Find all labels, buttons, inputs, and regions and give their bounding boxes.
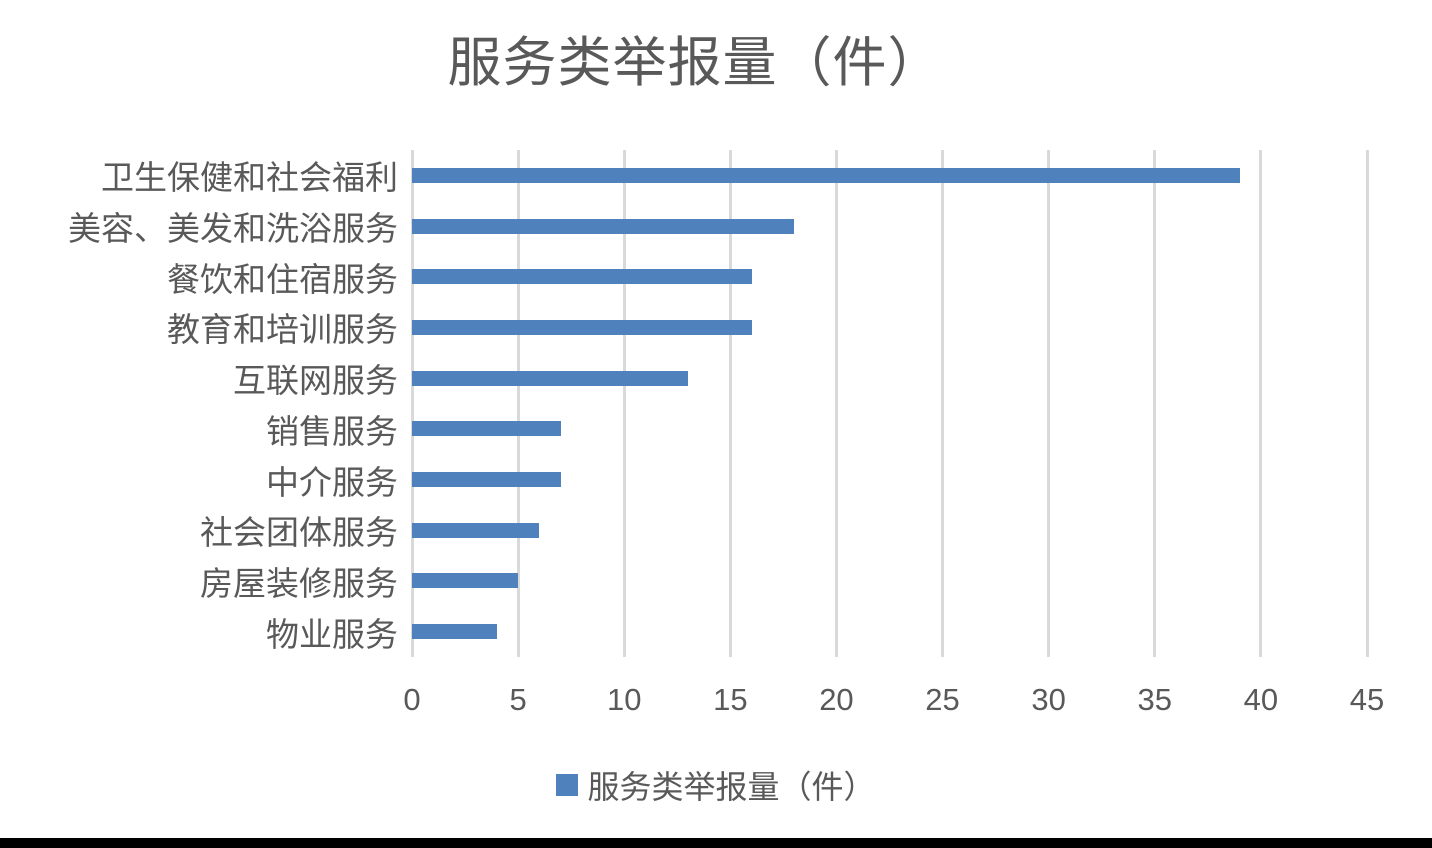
x-tick-label: 25 <box>925 682 960 717</box>
bar <box>412 167 1240 183</box>
bar <box>412 421 561 437</box>
category-axis: 卫生保健和社会福利美容、美发和洗浴服务餐饮和住宿服务 教育和培训服务互联网服务销售… <box>0 150 398 657</box>
gridline <box>1365 150 1369 657</box>
x-tick-label: 0 <box>403 682 421 717</box>
gridline <box>622 150 626 657</box>
x-tick-label: 20 <box>819 682 854 717</box>
category-label: 餐饮和住宿服务 <box>167 262 398 299</box>
bar <box>412 269 752 285</box>
bottom-border <box>0 838 1432 848</box>
legend-label: 服务类举报量（件） <box>587 769 876 805</box>
gridline <box>941 150 945 657</box>
category-label: 中介服务 <box>266 465 398 502</box>
x-tick-label: 10 <box>606 682 642 717</box>
bar <box>412 522 540 538</box>
chart-title: 服务类举报量（件） <box>447 33 943 93</box>
category-label: 卫生保健和社会福利 <box>101 161 398 198</box>
x-tick-label: 15 <box>713 682 748 717</box>
bar <box>412 319 752 335</box>
bar <box>412 370 688 386</box>
bar <box>412 573 519 589</box>
category-label: 美容、美发和洗浴服务 <box>68 212 398 249</box>
bar <box>412 472 561 488</box>
x-tick-label: 30 <box>1031 682 1066 717</box>
x-tick-label: 45 <box>1349 682 1385 717</box>
gridline <box>516 150 520 657</box>
gridline <box>728 150 732 657</box>
bar <box>412 624 497 640</box>
category-label: 教育和培训服务 <box>167 313 398 350</box>
x-tick-label: 5 <box>509 682 527 717</box>
gridline <box>1259 150 1263 657</box>
legend-swatch <box>556 774 579 796</box>
legend: 服务类举报量（件） <box>0 762 1432 808</box>
x-tick-label: 40 <box>1243 682 1279 717</box>
gridline <box>834 150 838 657</box>
category-label: 物业服务 <box>266 617 398 654</box>
plot-area <box>410 150 1369 657</box>
value-axis: 0 5 10 15 20 25 30 35 40 45 <box>403 682 1384 722</box>
bar <box>412 218 794 234</box>
category-label: 房屋装修服务 <box>200 566 398 603</box>
gridline <box>1047 150 1051 657</box>
category-label: 销售服务 <box>266 414 398 451</box>
x-tick-label: 35 <box>1137 682 1173 717</box>
gridline <box>410 150 414 657</box>
gridline <box>1153 150 1157 657</box>
category-label: 社会团体服务 <box>200 516 398 553</box>
category-label: 互联网服务 <box>233 364 398 401</box>
